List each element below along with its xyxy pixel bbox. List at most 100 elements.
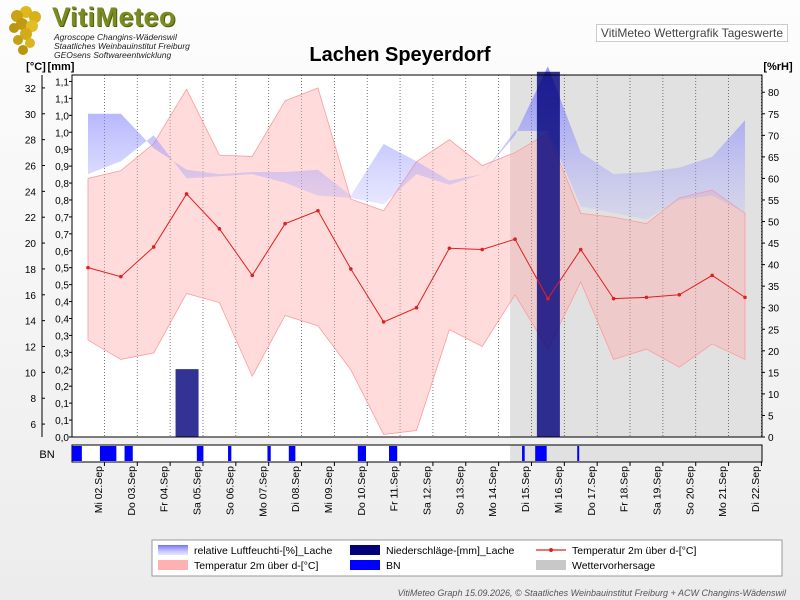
y-tick-label-mm: 0,5 xyxy=(55,281,69,292)
y-tick-label-rh: 50 xyxy=(768,218,780,229)
temp-point xyxy=(250,273,255,278)
brand-line-3: GEOsens Softwareentwicklung xyxy=(54,50,172,60)
y-tick-label-temp: 28 xyxy=(25,136,37,147)
legend-swatch-humidity xyxy=(158,545,188,555)
y-tick-label-temp: 12 xyxy=(25,343,37,354)
bn-event xyxy=(522,446,525,461)
y-tick-label-mm: 0,7 xyxy=(55,230,69,241)
x-tick-label: Fr 04.Sep xyxy=(159,466,171,512)
y-tick-label-rh: 65 xyxy=(768,153,780,164)
y-tick-label-mm: 0,5 xyxy=(55,264,69,275)
y-tick-label-rh: 20 xyxy=(768,347,780,358)
y-tick-label-temp: 18 xyxy=(25,265,37,276)
y-tick-label-mm: 0,7 xyxy=(55,213,69,224)
bn-event xyxy=(196,446,204,461)
forecast-region-bn xyxy=(510,445,762,462)
y-tick-label-temp: 16 xyxy=(25,291,37,302)
y-tick-label-mm: 1,0 xyxy=(55,128,69,139)
y-axis-rh-unit: [%rH] xyxy=(763,61,793,73)
y-tick-label-mm: 0,1 xyxy=(55,416,69,427)
y-tick-label-mm: 0,0 xyxy=(55,433,69,444)
legend-label: Temperatur 2m über d-[°C] xyxy=(194,560,318,572)
x-tick-label: Sa 05.Sep xyxy=(192,466,204,515)
y-tick-label-mm: 1,1 xyxy=(55,77,69,88)
temp-point xyxy=(381,320,386,324)
temp-point xyxy=(447,246,452,251)
humidity-band xyxy=(88,66,745,220)
temp-point xyxy=(578,247,583,252)
precip-bar xyxy=(175,369,199,437)
y-tick-label-mm: 1,0 xyxy=(55,111,69,122)
y-tick-label-mm: 0,9 xyxy=(55,145,69,156)
y-tick-label-temp: 10 xyxy=(25,368,37,379)
bn-event xyxy=(99,446,117,461)
temp-point xyxy=(283,221,287,226)
y-tick-label-mm: 0,3 xyxy=(55,331,69,342)
temp-point xyxy=(217,227,222,231)
temp-point xyxy=(316,208,320,213)
y-axis-temp-unit: [°C] xyxy=(26,61,46,73)
bn-event xyxy=(577,446,580,461)
x-tick-label: So 20.Sep xyxy=(684,466,696,515)
y-tick-label-temp: 30 xyxy=(25,110,37,121)
legend-label: Temperatur 2m über d-[°C] xyxy=(572,545,696,557)
chart-title: Lachen Speyerdorf xyxy=(309,44,491,66)
y-tick-label-rh: 30 xyxy=(768,304,780,315)
x-tick-label: Mi 09.Sep xyxy=(323,466,335,513)
y-tick-label-mm: 1,1 xyxy=(55,94,69,105)
y-tick-label-mm: 0,6 xyxy=(55,247,69,258)
y-tick-label-rh: 35 xyxy=(768,282,780,293)
y-tick-label-rh: 80 xyxy=(768,88,780,99)
temp-point xyxy=(86,265,90,270)
y-tick-label-temp: 24 xyxy=(25,187,37,198)
y-tick-label-rh: 75 xyxy=(768,110,780,121)
temp-point xyxy=(151,245,156,249)
brand-line-2: Staatliches Weinbauinstitut Freiburg xyxy=(54,41,190,51)
temp-point xyxy=(480,247,485,252)
y-tick-label-mm: 0,2 xyxy=(55,382,69,393)
y-tick-label-mm: 0,9 xyxy=(55,162,69,173)
x-tick-label: Sa 19.Sep xyxy=(651,466,663,515)
vitimeteo-logo: VitiMeteo Agroscope Changins-Wädenswil S… xyxy=(6,2,206,62)
legend-swatch-temp-band xyxy=(158,560,188,570)
temp-point xyxy=(743,295,747,300)
product-label: VitiMeteo Wettergrafik Tageswerte xyxy=(595,24,788,42)
x-tick-label: Di 15.Sep xyxy=(520,466,532,512)
temp-point xyxy=(710,273,714,278)
temp-range-band xyxy=(87,87,746,435)
precip-bar xyxy=(536,71,560,438)
y-tick-label-mm: 0,4 xyxy=(55,298,69,309)
x-tick-label: Mo 21.Sep xyxy=(717,466,729,517)
y-tick-label-rh: 70 xyxy=(768,131,780,142)
x-tick-label: Fr 18.Sep xyxy=(619,466,631,512)
bn-event xyxy=(535,446,547,461)
legend-swatch-temp-point xyxy=(549,548,553,552)
legend-swatch-bn xyxy=(350,560,380,570)
x-tick-label: Mo 07.Sep xyxy=(257,466,269,517)
y-tick-label-mm: 0,8 xyxy=(55,196,69,207)
bn-event xyxy=(124,446,133,461)
y-tick-label-temp: 32 xyxy=(25,84,37,95)
x-tick-label: Sa 12.Sep xyxy=(422,466,434,515)
y-tick-label-mm: 0,4 xyxy=(55,314,69,325)
y-tick-label-rh: 60 xyxy=(768,174,780,185)
x-tick-label: Mi 02.Sep xyxy=(93,466,105,513)
grape-icon xyxy=(9,6,41,55)
temp-point xyxy=(119,274,123,279)
x-tick-label: Do 10.Sep xyxy=(356,466,368,516)
legend-label: relative Luftfeuchti-[%]_Lache xyxy=(194,545,332,557)
brand-line-1: Agroscope Changins-Wädenswil xyxy=(54,32,177,42)
legend-label: BN xyxy=(386,560,401,572)
y-tick-label-temp: 6 xyxy=(30,420,36,431)
y-tick-label-mm: 0,1 xyxy=(55,399,69,410)
y-tick-label-temp: 20 xyxy=(25,239,37,250)
temp-point xyxy=(184,192,189,196)
y-tick-label-rh: 55 xyxy=(768,196,780,207)
temp-point xyxy=(644,295,649,300)
legend-swatch-precip xyxy=(350,545,380,555)
bn-event xyxy=(389,446,398,461)
y-tick-label-temp: 8 xyxy=(30,394,36,405)
y-tick-label-rh: 45 xyxy=(768,239,780,250)
y-tick-label-temp: 14 xyxy=(25,317,37,328)
